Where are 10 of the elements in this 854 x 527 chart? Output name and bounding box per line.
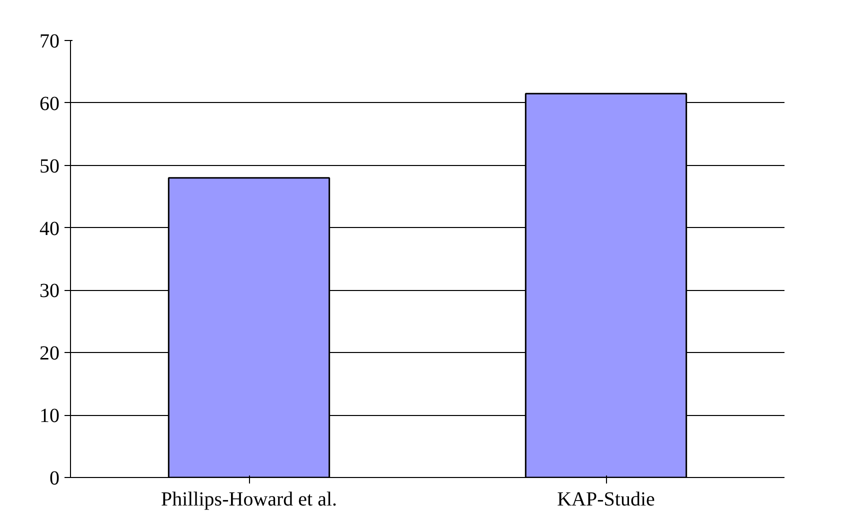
y-tick-label: 60 (40, 92, 60, 115)
x-tick-label: KAP-Studie (557, 488, 656, 510)
y-tick-label: 20 (40, 342, 60, 365)
y-tick-label: 40 (40, 218, 60, 240)
x-tick-label: Phillips-Howard et al. (160, 488, 338, 510)
y-tick-label: 0 (50, 468, 60, 490)
y-tick-label: 30 (40, 280, 60, 302)
y-tick-label: 50 (40, 155, 60, 178)
y-tick-label: 10 (40, 405, 60, 428)
y-tick-label: 70 (40, 30, 60, 52)
